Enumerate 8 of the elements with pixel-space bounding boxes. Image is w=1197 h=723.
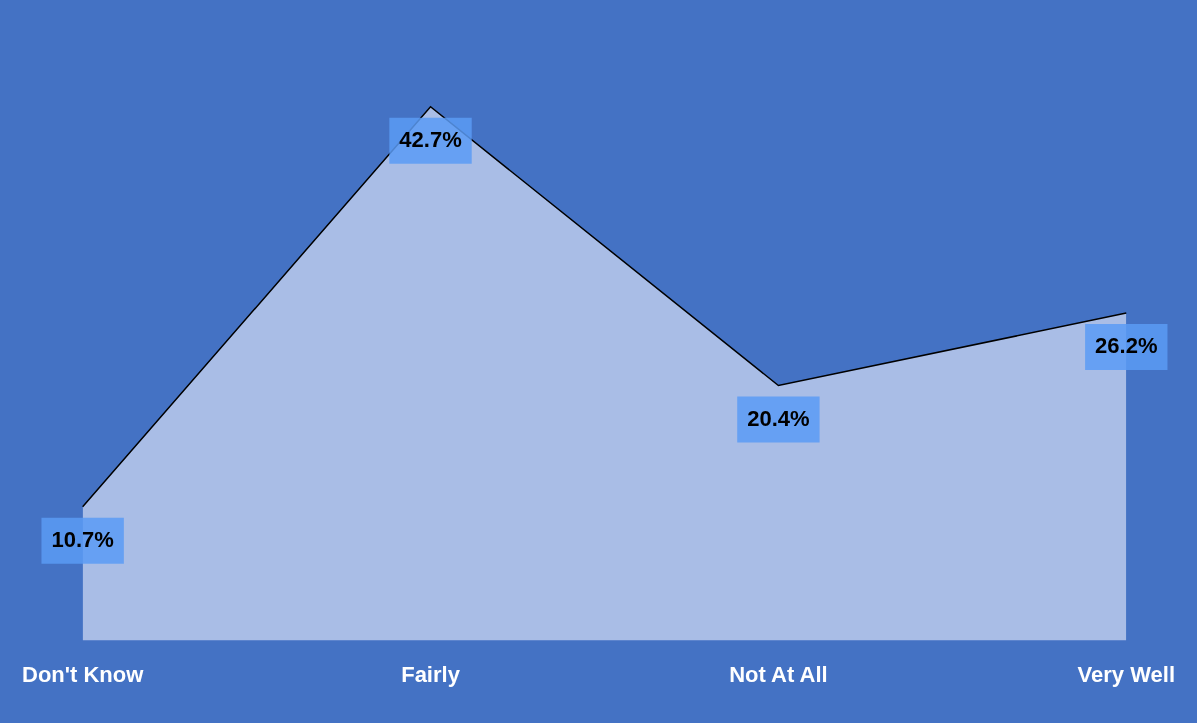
x-tick-label: Not At All bbox=[729, 661, 828, 687]
x-tick-label: Fairly bbox=[401, 661, 461, 687]
data-label: 20.4% bbox=[747, 405, 810, 431]
data-label: 10.7% bbox=[51, 526, 114, 552]
data-label: 26.2% bbox=[1095, 333, 1158, 359]
x-tick-label: Very Well bbox=[1077, 661, 1175, 687]
data-label: 42.7% bbox=[399, 126, 462, 152]
x-tick-label: Don't Know bbox=[22, 661, 145, 687]
